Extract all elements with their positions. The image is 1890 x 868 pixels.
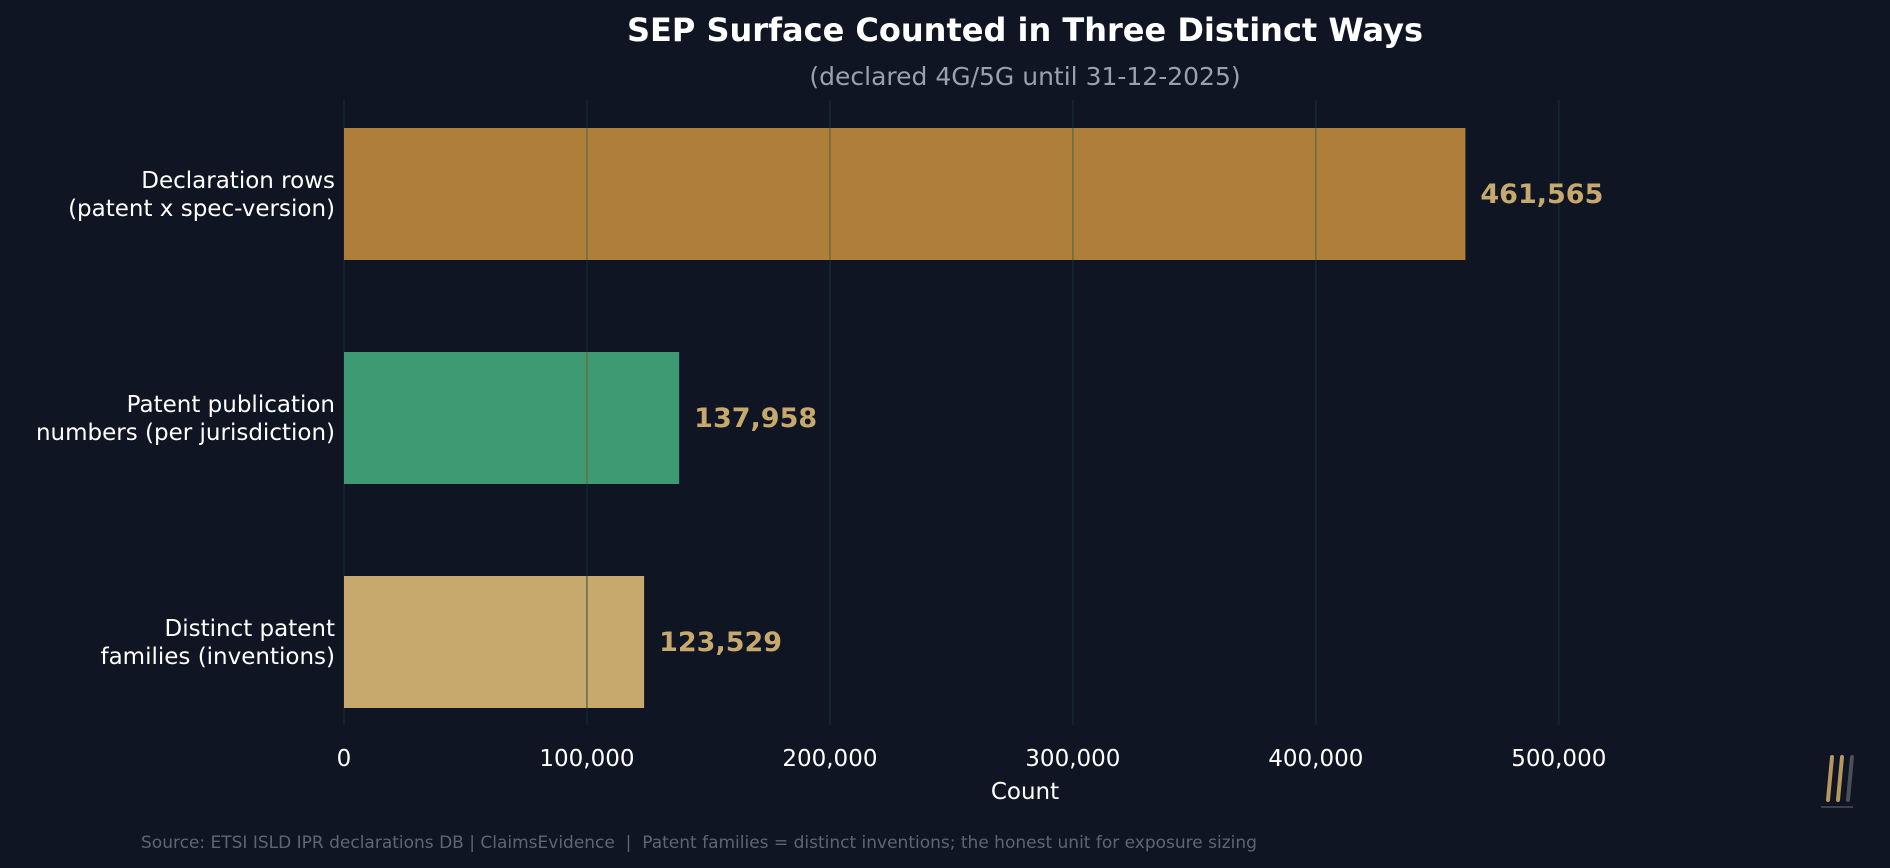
- category-labels: Declaration rows(patent x spec-version) P…: [36, 168, 335, 670]
- category-label-0-line-0: Declaration rows: [141, 168, 335, 194]
- category-label-2-line-1: families (inventions): [100, 644, 335, 670]
- chart-subtitle: (declared 4G/5G until 31-12-2025): [809, 62, 1240, 91]
- x-tick-label-1: 100,000: [539, 746, 634, 772]
- x-tick-label-0: 0: [337, 746, 352, 772]
- category-label-0-line-1: (patent x spec-version): [68, 196, 335, 222]
- x-tick-label-2: 200,000: [782, 746, 877, 772]
- stacked-slash-logo-icon: [1821, 755, 1854, 808]
- source-note: Source: ETSI ISLD IPR declarations DB | …: [141, 833, 1257, 853]
- category-label-2-line-0: Distinct patent: [164, 616, 335, 642]
- value-label-1: 137,958: [694, 403, 817, 434]
- bar-0: [344, 128, 1466, 260]
- value-labels: 461,565 137,958 123,529: [659, 179, 1603, 658]
- category-label-1-line-1: numbers (per jurisdiction): [36, 420, 335, 446]
- bar-2: [344, 576, 645, 708]
- x-tick-labels: 0 100,000 200,000 300,000 400,000 500,000: [337, 746, 1607, 772]
- overlay-gridlines: [586, 128, 1317, 708]
- bars: [344, 128, 1466, 708]
- x-tick-label-5: 500,000: [1511, 746, 1606, 772]
- x-axis-label: Count: [991, 779, 1059, 805]
- value-label-0: 461,565: [1480, 179, 1603, 210]
- x-tick-label-4: 400,000: [1268, 746, 1363, 772]
- x-tick-label-3: 300,000: [1025, 746, 1120, 772]
- bar-1: [344, 352, 680, 484]
- category-label-1-line-0: Patent publication: [127, 392, 335, 418]
- chart-title: SEP Surface Counted in Three Distinct Wa…: [627, 11, 1423, 49]
- value-label-2: 123,529: [659, 627, 782, 658]
